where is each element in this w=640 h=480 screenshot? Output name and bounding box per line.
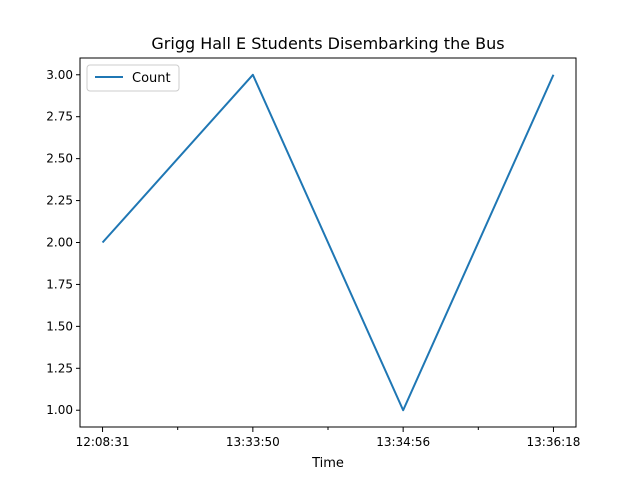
y-axis: 1.00 1.25 1.50 1.75 2.00 2.25 2.50 2.75 3.00 [46,68,80,417]
x-tick-label: 13:36:18 [527,435,581,449]
y-tick-label: 3.00 [46,68,73,82]
x-tick-label: 12:08:31 [76,435,130,449]
y-tick-label: 1.75 [46,277,73,291]
series-layer [101,73,555,412]
series-line-count [101,73,555,412]
legend: Count [86,64,180,92]
y-tick-label: 1.25 [46,361,73,375]
legend-label-count: Count [132,71,171,86]
y-tick-label: 1.00 [46,403,73,417]
x-axis: 12:08:31 13:33:50 13:34:56 13:36:18 [76,427,581,449]
legend-frame [86,64,180,92]
y-tick-label: 2.25 [46,194,73,208]
x-tick-label: 13:34:56 [376,435,430,449]
y-tick-label: 2.75 [46,110,73,124]
x-axis-label: Time [311,456,344,471]
chart-title: Grigg Hall E Students Disembarking the B… [151,34,504,53]
y-tick-label: 2.50 [46,152,73,166]
y-tick-label: 2.00 [46,236,73,250]
y-tick-label: 1.50 [46,319,73,333]
x-tick-label: 13:33:50 [226,435,280,449]
